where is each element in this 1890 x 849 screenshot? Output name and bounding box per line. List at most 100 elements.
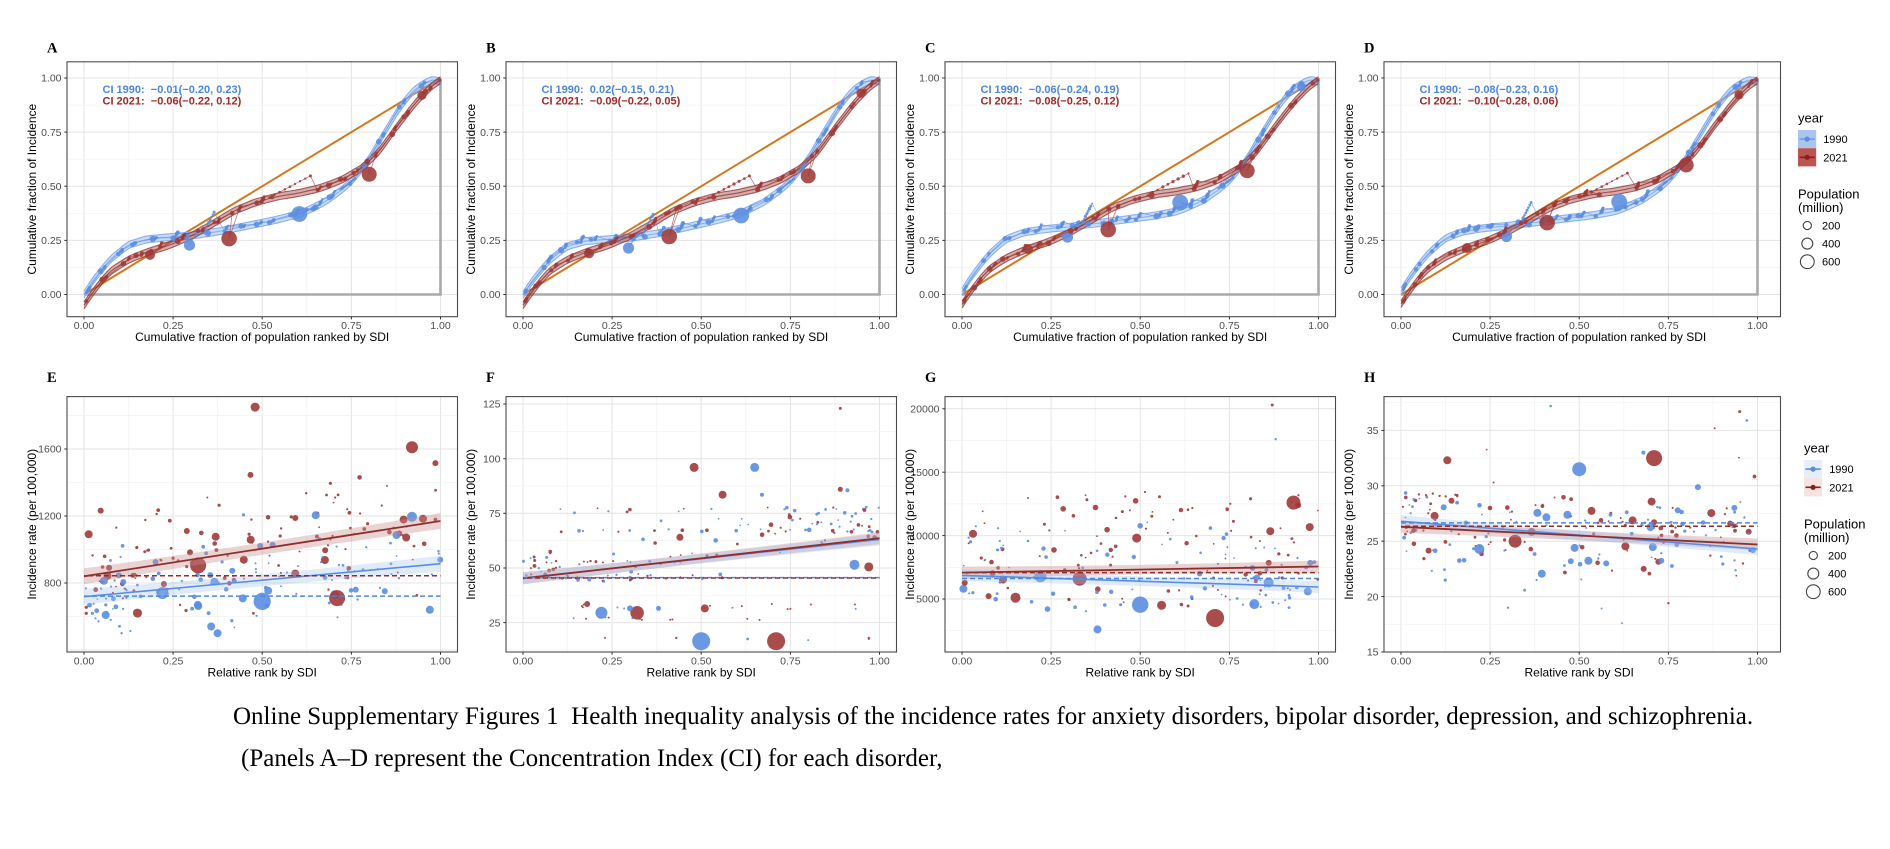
svg-text:1.00: 1.00 bbox=[480, 73, 501, 85]
svg-text:Cumulative fraction of Inciden: Cumulative fraction of Incidence bbox=[25, 104, 39, 275]
svg-text:1.00: 1.00 bbox=[1308, 655, 1329, 667]
svg-text:600: 600 bbox=[1828, 587, 1846, 599]
svg-text:0.00: 0.00 bbox=[1391, 655, 1412, 667]
svg-text:0.50: 0.50 bbox=[1130, 655, 1151, 667]
svg-text:0.00: 0.00 bbox=[513, 655, 534, 667]
svg-text:Incidence rate (per 100,000): Incidence rate (per 100,000) bbox=[1342, 449, 1356, 600]
svg-text:15000: 15000 bbox=[910, 467, 939, 479]
svg-text:0.00: 0.00 bbox=[919, 289, 940, 301]
svg-text:0.50: 0.50 bbox=[1569, 320, 1590, 332]
svg-text:0.00: 0.00 bbox=[952, 655, 973, 667]
svg-text:0.25: 0.25 bbox=[1041, 655, 1062, 667]
svg-text:0.00: 0.00 bbox=[513, 320, 534, 332]
svg-text:Cumulative fraction of Inciden: Cumulative fraction of Incidence bbox=[1342, 104, 1356, 275]
svg-text:125: 125 bbox=[483, 399, 501, 411]
svg-text:0.50: 0.50 bbox=[252, 320, 273, 332]
svg-text:400: 400 bbox=[1822, 239, 1840, 251]
svg-text:100: 100 bbox=[483, 453, 501, 465]
svg-text:CI 2021: −0.08(−0.25, 0.12): CI 2021: −0.08(−0.25, 0.12) bbox=[981, 96, 1120, 108]
svg-text:Relative rank by SDI: Relative rank by SDI bbox=[1086, 666, 1195, 680]
svg-text:(million): (million) bbox=[1798, 200, 1844, 215]
svg-text:35: 35 bbox=[1367, 425, 1379, 437]
svg-text:1990: 1990 bbox=[1823, 134, 1847, 146]
svg-text:H: H bbox=[1364, 370, 1376, 386]
svg-text:400: 400 bbox=[1828, 569, 1846, 581]
svg-text:0.75: 0.75 bbox=[1658, 320, 1679, 332]
svg-text:20: 20 bbox=[1367, 591, 1379, 603]
svg-text:0.75: 0.75 bbox=[341, 655, 362, 667]
svg-text:0.50: 0.50 bbox=[919, 181, 940, 193]
svg-text:Cumulative fraction of populat: Cumulative fraction of population ranked… bbox=[574, 330, 828, 344]
svg-text:0.25: 0.25 bbox=[1358, 235, 1379, 247]
svg-text:G: G bbox=[925, 370, 936, 386]
svg-text:2021: 2021 bbox=[1829, 482, 1853, 494]
svg-text:0.50: 0.50 bbox=[41, 181, 62, 193]
svg-text:0.75: 0.75 bbox=[1219, 655, 1240, 667]
svg-text:15: 15 bbox=[1367, 647, 1379, 659]
svg-text:25: 25 bbox=[1367, 536, 1379, 548]
svg-text:CI 1990: −0.01(−0.20, 0.23): CI 1990: −0.01(−0.20, 0.23) bbox=[103, 84, 242, 96]
svg-text:0.25: 0.25 bbox=[1480, 655, 1501, 667]
svg-text:0.25: 0.25 bbox=[602, 655, 623, 667]
svg-text:0.75: 0.75 bbox=[1219, 320, 1240, 332]
svg-text:0.25: 0.25 bbox=[919, 235, 940, 247]
svg-text:0.25: 0.25 bbox=[163, 320, 184, 332]
svg-text:C: C bbox=[925, 41, 935, 57]
svg-text:0.25: 0.25 bbox=[602, 320, 623, 332]
svg-text:Cumulative fraction of populat: Cumulative fraction of population ranked… bbox=[1452, 330, 1706, 344]
svg-text:1.00: 1.00 bbox=[1747, 320, 1768, 332]
svg-text:1.00: 1.00 bbox=[869, 655, 890, 667]
svg-text:0.50: 0.50 bbox=[1130, 320, 1151, 332]
svg-text:50: 50 bbox=[489, 563, 501, 575]
svg-text:0.50: 0.50 bbox=[691, 320, 712, 332]
svg-text:A: A bbox=[47, 41, 58, 57]
svg-text:0.00: 0.00 bbox=[480, 289, 501, 301]
svg-text:200: 200 bbox=[1828, 551, 1846, 563]
svg-text:5000: 5000 bbox=[916, 594, 940, 606]
svg-text:E: E bbox=[47, 370, 57, 386]
svg-text:Relative rank by SDI: Relative rank by SDI bbox=[208, 666, 317, 680]
svg-text:Incidence rate (per 100,000): Incidence rate (per 100,000) bbox=[903, 449, 917, 600]
svg-text:D: D bbox=[1364, 41, 1374, 57]
svg-text:0.00: 0.00 bbox=[41, 289, 62, 301]
svg-text:1990: 1990 bbox=[1829, 464, 1853, 476]
svg-text:75: 75 bbox=[489, 508, 501, 520]
svg-text:800: 800 bbox=[44, 578, 62, 590]
svg-text:Relative rank by SDI: Relative rank by SDI bbox=[1525, 666, 1634, 680]
svg-text:0.00: 0.00 bbox=[1391, 320, 1412, 332]
svg-text:1.00: 1.00 bbox=[919, 73, 940, 85]
svg-text:Cumulative fraction of populat: Cumulative fraction of population ranked… bbox=[1013, 330, 1267, 344]
svg-text:0.00: 0.00 bbox=[74, 655, 95, 667]
svg-text:CI 1990: −0.06(−0.24, 0.19): CI 1990: −0.06(−0.24, 0.19) bbox=[981, 84, 1120, 96]
svg-text:year: year bbox=[1804, 441, 1830, 456]
svg-text:0.50: 0.50 bbox=[252, 655, 273, 667]
svg-text:0.50: 0.50 bbox=[1358, 181, 1379, 193]
svg-text:1.00: 1.00 bbox=[41, 73, 62, 85]
svg-text:CI 2021: −0.09(−0.22, 0.05): CI 2021: −0.09(−0.22, 0.05) bbox=[542, 96, 681, 108]
svg-text:Population: Population bbox=[1804, 517, 1865, 532]
svg-text:0.75: 0.75 bbox=[1358, 127, 1379, 139]
svg-text:0.25: 0.25 bbox=[480, 235, 501, 247]
svg-text:0.25: 0.25 bbox=[41, 235, 62, 247]
svg-text:CI 2021: −0.06(−0.22, 0.12): CI 2021: −0.06(−0.22, 0.12) bbox=[103, 96, 242, 108]
svg-text:Population: Population bbox=[1798, 187, 1859, 202]
svg-text:0.75: 0.75 bbox=[1658, 655, 1679, 667]
svg-text:F: F bbox=[486, 370, 495, 386]
svg-text:1.00: 1.00 bbox=[1358, 73, 1379, 85]
svg-text:B: B bbox=[486, 41, 496, 57]
svg-text:year: year bbox=[1798, 111, 1824, 126]
svg-text:0.75: 0.75 bbox=[341, 320, 362, 332]
svg-text:0.75: 0.75 bbox=[41, 127, 62, 139]
svg-text:(million): (million) bbox=[1804, 530, 1850, 545]
svg-text:1200: 1200 bbox=[38, 511, 62, 523]
svg-text:0.50: 0.50 bbox=[480, 181, 501, 193]
svg-text:0.25: 0.25 bbox=[1480, 320, 1501, 332]
svg-text:CI 1990: −0.08(−0.23, 0.16): CI 1990: −0.08(−0.23, 0.16) bbox=[1420, 84, 1559, 96]
svg-text:0.00: 0.00 bbox=[1358, 289, 1379, 301]
svg-text:0.50: 0.50 bbox=[1569, 655, 1590, 667]
svg-text:200: 200 bbox=[1822, 221, 1840, 233]
svg-text:0.00: 0.00 bbox=[74, 320, 95, 332]
svg-text:1.00: 1.00 bbox=[1308, 320, 1329, 332]
svg-text:Cumulative fraction of populat: Cumulative fraction of population ranked… bbox=[135, 330, 389, 344]
svg-text:0.25: 0.25 bbox=[1041, 320, 1062, 332]
